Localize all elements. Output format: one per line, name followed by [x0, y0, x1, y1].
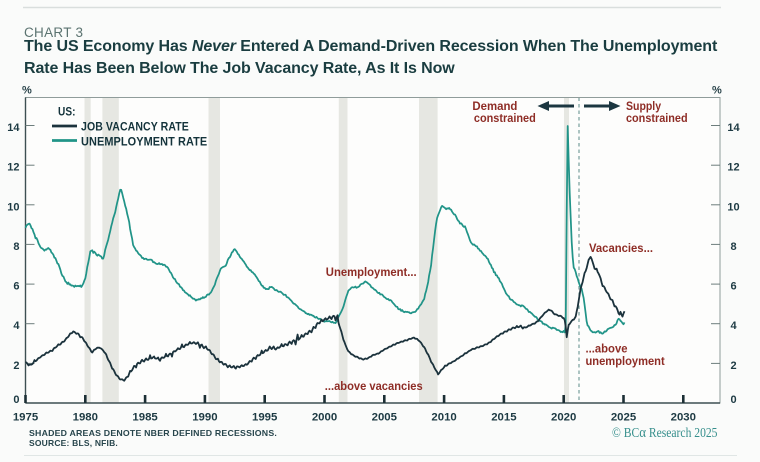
svg-text:1985: 1985: [132, 411, 158, 423]
svg-text:2010: 2010: [431, 411, 456, 423]
svg-text:10: 10: [727, 201, 739, 213]
svg-text:%: %: [712, 85, 722, 97]
svg-text:Unemployment...: Unemployment...: [326, 265, 417, 279]
svg-text:2015: 2015: [491, 411, 517, 423]
svg-text:6: 6: [730, 281, 736, 293]
svg-text:CHART 3: CHART 3: [24, 25, 83, 40]
svg-text:constrained: constrained: [474, 111, 536, 125]
svg-text:Demand: Demand: [472, 99, 517, 113]
svg-text:1975: 1975: [13, 411, 39, 423]
svg-text:0: 0: [13, 394, 19, 406]
svg-text:2: 2: [730, 360, 736, 372]
svg-text:US:: US:: [58, 105, 76, 119]
svg-text:2005: 2005: [372, 411, 398, 423]
svg-text:8: 8: [730, 241, 736, 253]
svg-text:1980: 1980: [73, 411, 98, 423]
svg-text:14: 14: [727, 122, 740, 134]
svg-text:2030: 2030: [671, 411, 696, 423]
svg-text:8: 8: [13, 241, 19, 253]
svg-text:12: 12: [7, 162, 19, 174]
svg-text:UNEMPLOYMENT RATE: UNEMPLOYMENT RATE: [81, 135, 207, 149]
svg-text:...above vacancies: ...above vacancies: [325, 379, 423, 393]
svg-text:1990: 1990: [192, 411, 217, 423]
svg-text:SHADED AREAS DENOTE NBER DEFIN: SHADED AREAS DENOTE NBER DEFINED RECESSI…: [29, 428, 277, 438]
svg-text:Vacancies...: Vacancies...: [589, 241, 653, 255]
svg-text:Supply: Supply: [626, 99, 661, 113]
svg-text:JOB VACANCY RATE: JOB VACANCY RATE: [81, 120, 189, 134]
svg-text:The US Economy Has Never Enter: The US Economy Has Never Entered A Deman…: [24, 38, 718, 55]
svg-text:constrained: constrained: [626, 111, 688, 125]
svg-text:12: 12: [727, 162, 739, 174]
svg-text:2: 2: [13, 360, 19, 372]
svg-text:4: 4: [730, 320, 737, 332]
svg-text:...above: ...above: [586, 341, 628, 355]
svg-text:2025: 2025: [611, 411, 637, 423]
svg-text:14: 14: [7, 122, 20, 134]
svg-text:2000: 2000: [312, 411, 337, 423]
svg-text:2020: 2020: [551, 411, 576, 423]
svg-text:0: 0: [730, 394, 736, 406]
svg-text:%: %: [22, 85, 32, 97]
svg-text:6: 6: [13, 281, 19, 293]
svg-text:4: 4: [13, 320, 20, 332]
svg-text:© BCα Research 2025: © BCα Research 2025: [612, 425, 718, 441]
svg-text:10: 10: [7, 201, 19, 213]
svg-text:unemployment: unemployment: [586, 354, 665, 368]
svg-text:SOURCE: BLS, NFIB.: SOURCE: BLS, NFIB.: [29, 438, 118, 448]
svg-text:Rate Has Been Below The Job Va: Rate Has Been Below The Job Vacancy Rate…: [24, 60, 455, 77]
svg-text:1995: 1995: [252, 411, 278, 423]
